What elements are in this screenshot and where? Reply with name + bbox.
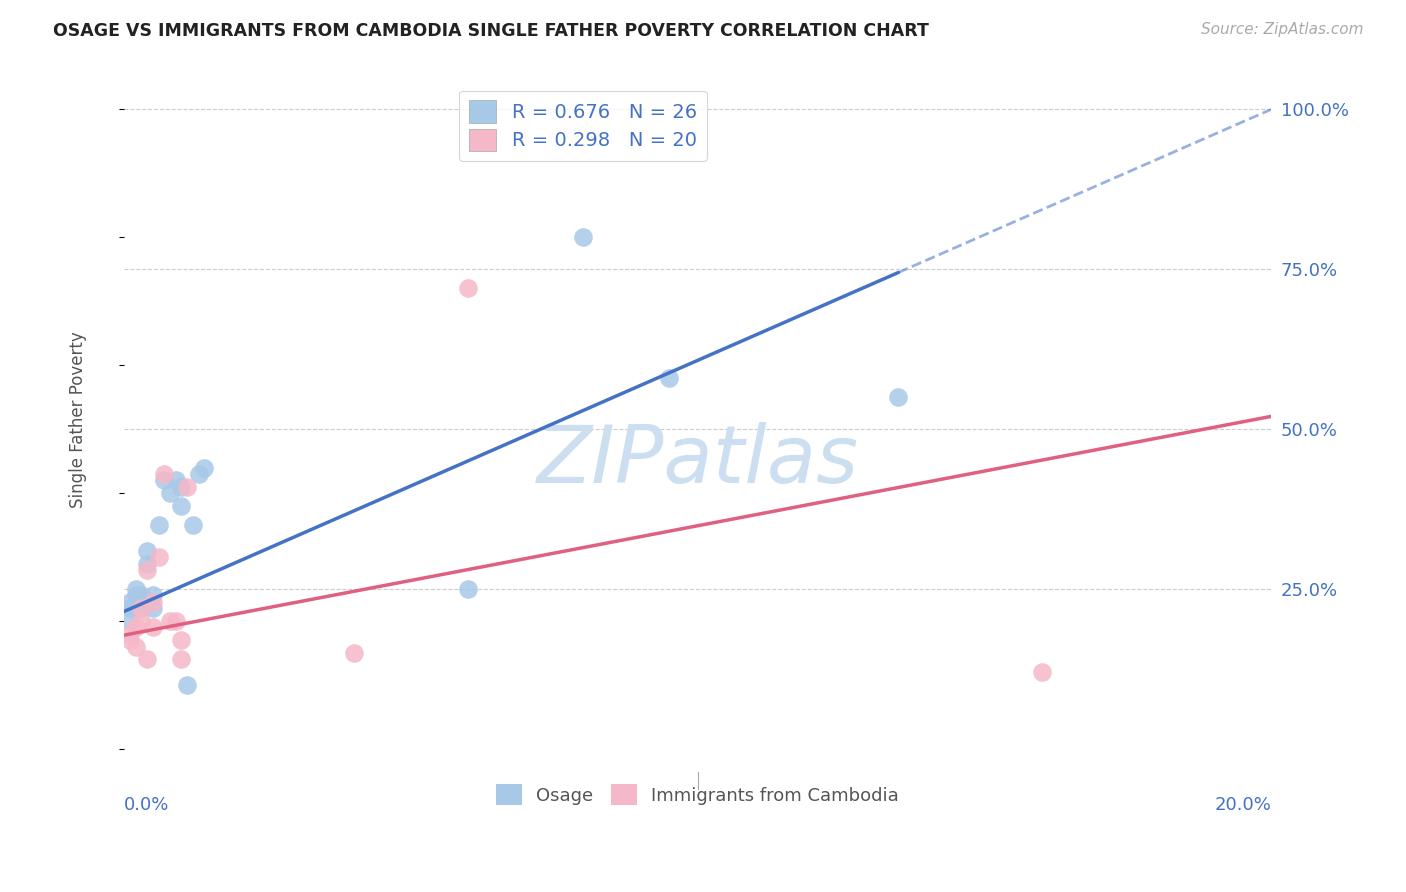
Point — [131, 601, 153, 615]
Point — [142, 601, 165, 615]
Point — [131, 601, 153, 615]
Point — [457, 582, 479, 596]
Point — [159, 486, 181, 500]
Point — [124, 589, 146, 603]
Text: 20.0%: 20.0% — [1215, 796, 1271, 814]
Point — [153, 474, 176, 488]
Point — [148, 518, 170, 533]
Text: ZIPatlas: ZIPatlas — [537, 422, 859, 500]
Point — [170, 633, 193, 648]
Point — [118, 601, 141, 615]
Text: 0.0%: 0.0% — [124, 796, 170, 814]
Point — [187, 467, 209, 481]
Point — [118, 627, 141, 641]
Point — [1031, 665, 1053, 680]
Point — [142, 589, 165, 603]
Point — [658, 371, 681, 385]
Point — [181, 518, 204, 533]
Point — [124, 640, 146, 654]
Point — [142, 595, 165, 609]
Point — [148, 550, 170, 565]
Point — [457, 281, 479, 295]
Point — [136, 652, 159, 666]
Point — [165, 474, 187, 488]
Point — [153, 467, 176, 481]
Point — [572, 230, 595, 244]
Point — [193, 460, 215, 475]
Legend: Osage, Immigrants from Cambodia: Osage, Immigrants from Cambodia — [488, 775, 908, 814]
Point — [118, 595, 141, 609]
Point — [136, 563, 159, 577]
Point — [142, 620, 165, 634]
Point — [118, 633, 141, 648]
Point — [136, 543, 159, 558]
Point — [124, 582, 146, 596]
Point — [170, 652, 193, 666]
Point — [170, 499, 193, 513]
Text: OSAGE VS IMMIGRANTS FROM CAMBODIA SINGLE FATHER POVERTY CORRELATION CHART: OSAGE VS IMMIGRANTS FROM CAMBODIA SINGLE… — [53, 22, 929, 40]
Point — [124, 620, 146, 634]
Text: Source: ZipAtlas.com: Source: ZipAtlas.com — [1201, 22, 1364, 37]
Point — [165, 614, 187, 628]
Point — [159, 614, 181, 628]
Point — [124, 595, 146, 609]
Point — [131, 589, 153, 603]
Point — [176, 678, 198, 692]
Point — [176, 480, 198, 494]
Point — [131, 614, 153, 628]
Point — [887, 390, 910, 404]
Point — [118, 614, 141, 628]
Point — [342, 646, 364, 660]
Point — [136, 557, 159, 571]
Text: Single Father Poverty: Single Father Poverty — [69, 331, 87, 508]
Point — [170, 480, 193, 494]
